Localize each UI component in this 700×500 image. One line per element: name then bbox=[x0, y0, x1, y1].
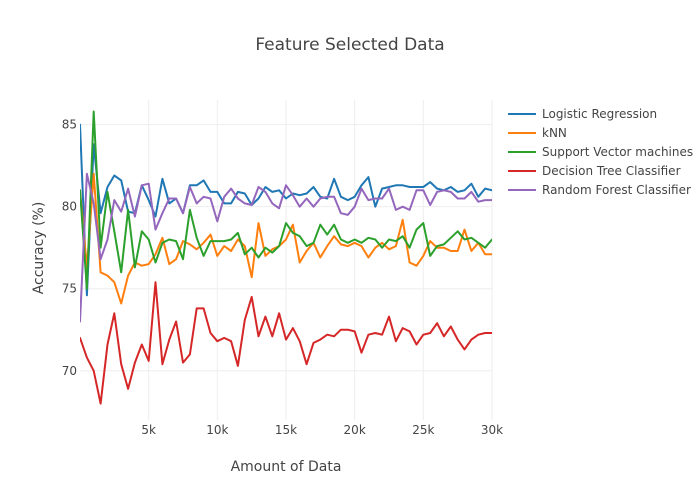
legend-item-decision-tree-classifier[interactable]: Decision Tree Classifier bbox=[508, 164, 681, 178]
x-tick-label: 5k bbox=[141, 423, 156, 437]
x-tick-label: 20k bbox=[344, 423, 366, 437]
x-axis-label: Amount of Data bbox=[231, 459, 342, 475]
y-tick-label: 85 bbox=[62, 118, 77, 132]
series-line-logistic-regression bbox=[80, 123, 492, 297]
x-tick-label: 10k bbox=[206, 423, 228, 437]
series-line-decision-tree-classifier bbox=[80, 281, 492, 405]
legend-label: kNN bbox=[542, 126, 567, 140]
legend-item-support-vector-machines[interactable]: Support Vector machines bbox=[508, 145, 693, 159]
series-line-knn bbox=[80, 172, 492, 305]
y-tick-label: 75 bbox=[62, 282, 77, 296]
y-tick-label: 80 bbox=[62, 200, 77, 214]
legend-item-logistic-regression[interactable]: Logistic Regression bbox=[508, 107, 657, 121]
legend[interactable]: Logistic Regression kNN Support Vector mac… bbox=[508, 107, 693, 197]
series-line-random-forest-classifier bbox=[80, 172, 492, 323]
x-tick-label: 30k bbox=[481, 423, 503, 437]
y-tick-label: 70 bbox=[62, 364, 77, 378]
x-tick-label: 15k bbox=[275, 423, 297, 437]
chart-title: Feature Selected Data bbox=[255, 35, 444, 55]
legend-label: Support Vector machines bbox=[542, 145, 693, 159]
y-axis-label: Accuracy (%) bbox=[31, 202, 47, 295]
legend-item-random-forest-classifier[interactable]: Random Forest Classifier bbox=[508, 183, 691, 197]
legend-label: Logistic Regression bbox=[542, 107, 657, 121]
series-line-support-vector-machines bbox=[80, 110, 492, 290]
legend-item-knn[interactable]: kNN bbox=[508, 126, 567, 140]
grid-layer bbox=[80, 100, 493, 420]
legend-label: Decision Tree Classifier bbox=[542, 164, 681, 178]
tick-labels: 5k 10k 15k 20k 25k 30k 70 75 80 85 bbox=[62, 118, 503, 437]
legend-label: Random Forest Classifier bbox=[542, 183, 691, 197]
series-layer bbox=[80, 110, 492, 405]
x-tick-label: 25k bbox=[412, 423, 434, 437]
